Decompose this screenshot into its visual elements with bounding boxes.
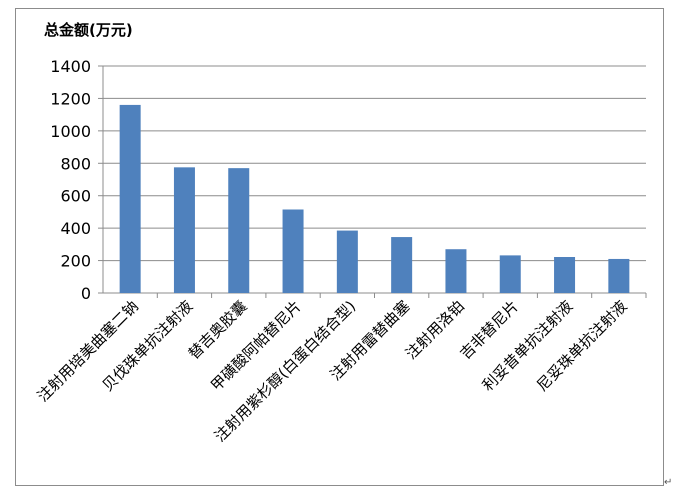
bar [391,237,413,293]
x-tick-label: 注射用培美曲塞二钠 [34,297,142,405]
y-axis-title: 总金额(万元) [44,21,133,39]
category-labels: 注射用培美曲塞二钠贝伐珠单抗注射液替吉奥胶囊甲磺酸阿帕替尼片注射用紫杉醇(白蛋白… [34,297,631,445]
y-tick-label: 0 [81,284,91,303]
bar [336,230,358,293]
y-tick-label: 1000 [50,122,91,141]
bars [119,104,630,294]
y-tick-label: 200 [60,252,91,271]
y-tick-label: 600 [60,187,91,206]
paragraph-return-mark: ↵ [664,477,673,488]
y-tick-label: 800 [60,154,91,173]
y-tick-label: 400 [60,219,91,238]
bar [445,249,467,293]
bar [608,258,630,293]
bar [282,209,304,293]
bar [173,167,195,293]
bar [228,168,250,293]
bar [119,104,141,294]
y-tick-label: 1200 [50,89,91,108]
y-tick-label: 1400 [50,57,91,76]
bar [499,255,521,293]
bar [554,257,576,293]
y-tick-labels: 0 200 400 600 800 1000 1200 1400 [50,57,91,303]
